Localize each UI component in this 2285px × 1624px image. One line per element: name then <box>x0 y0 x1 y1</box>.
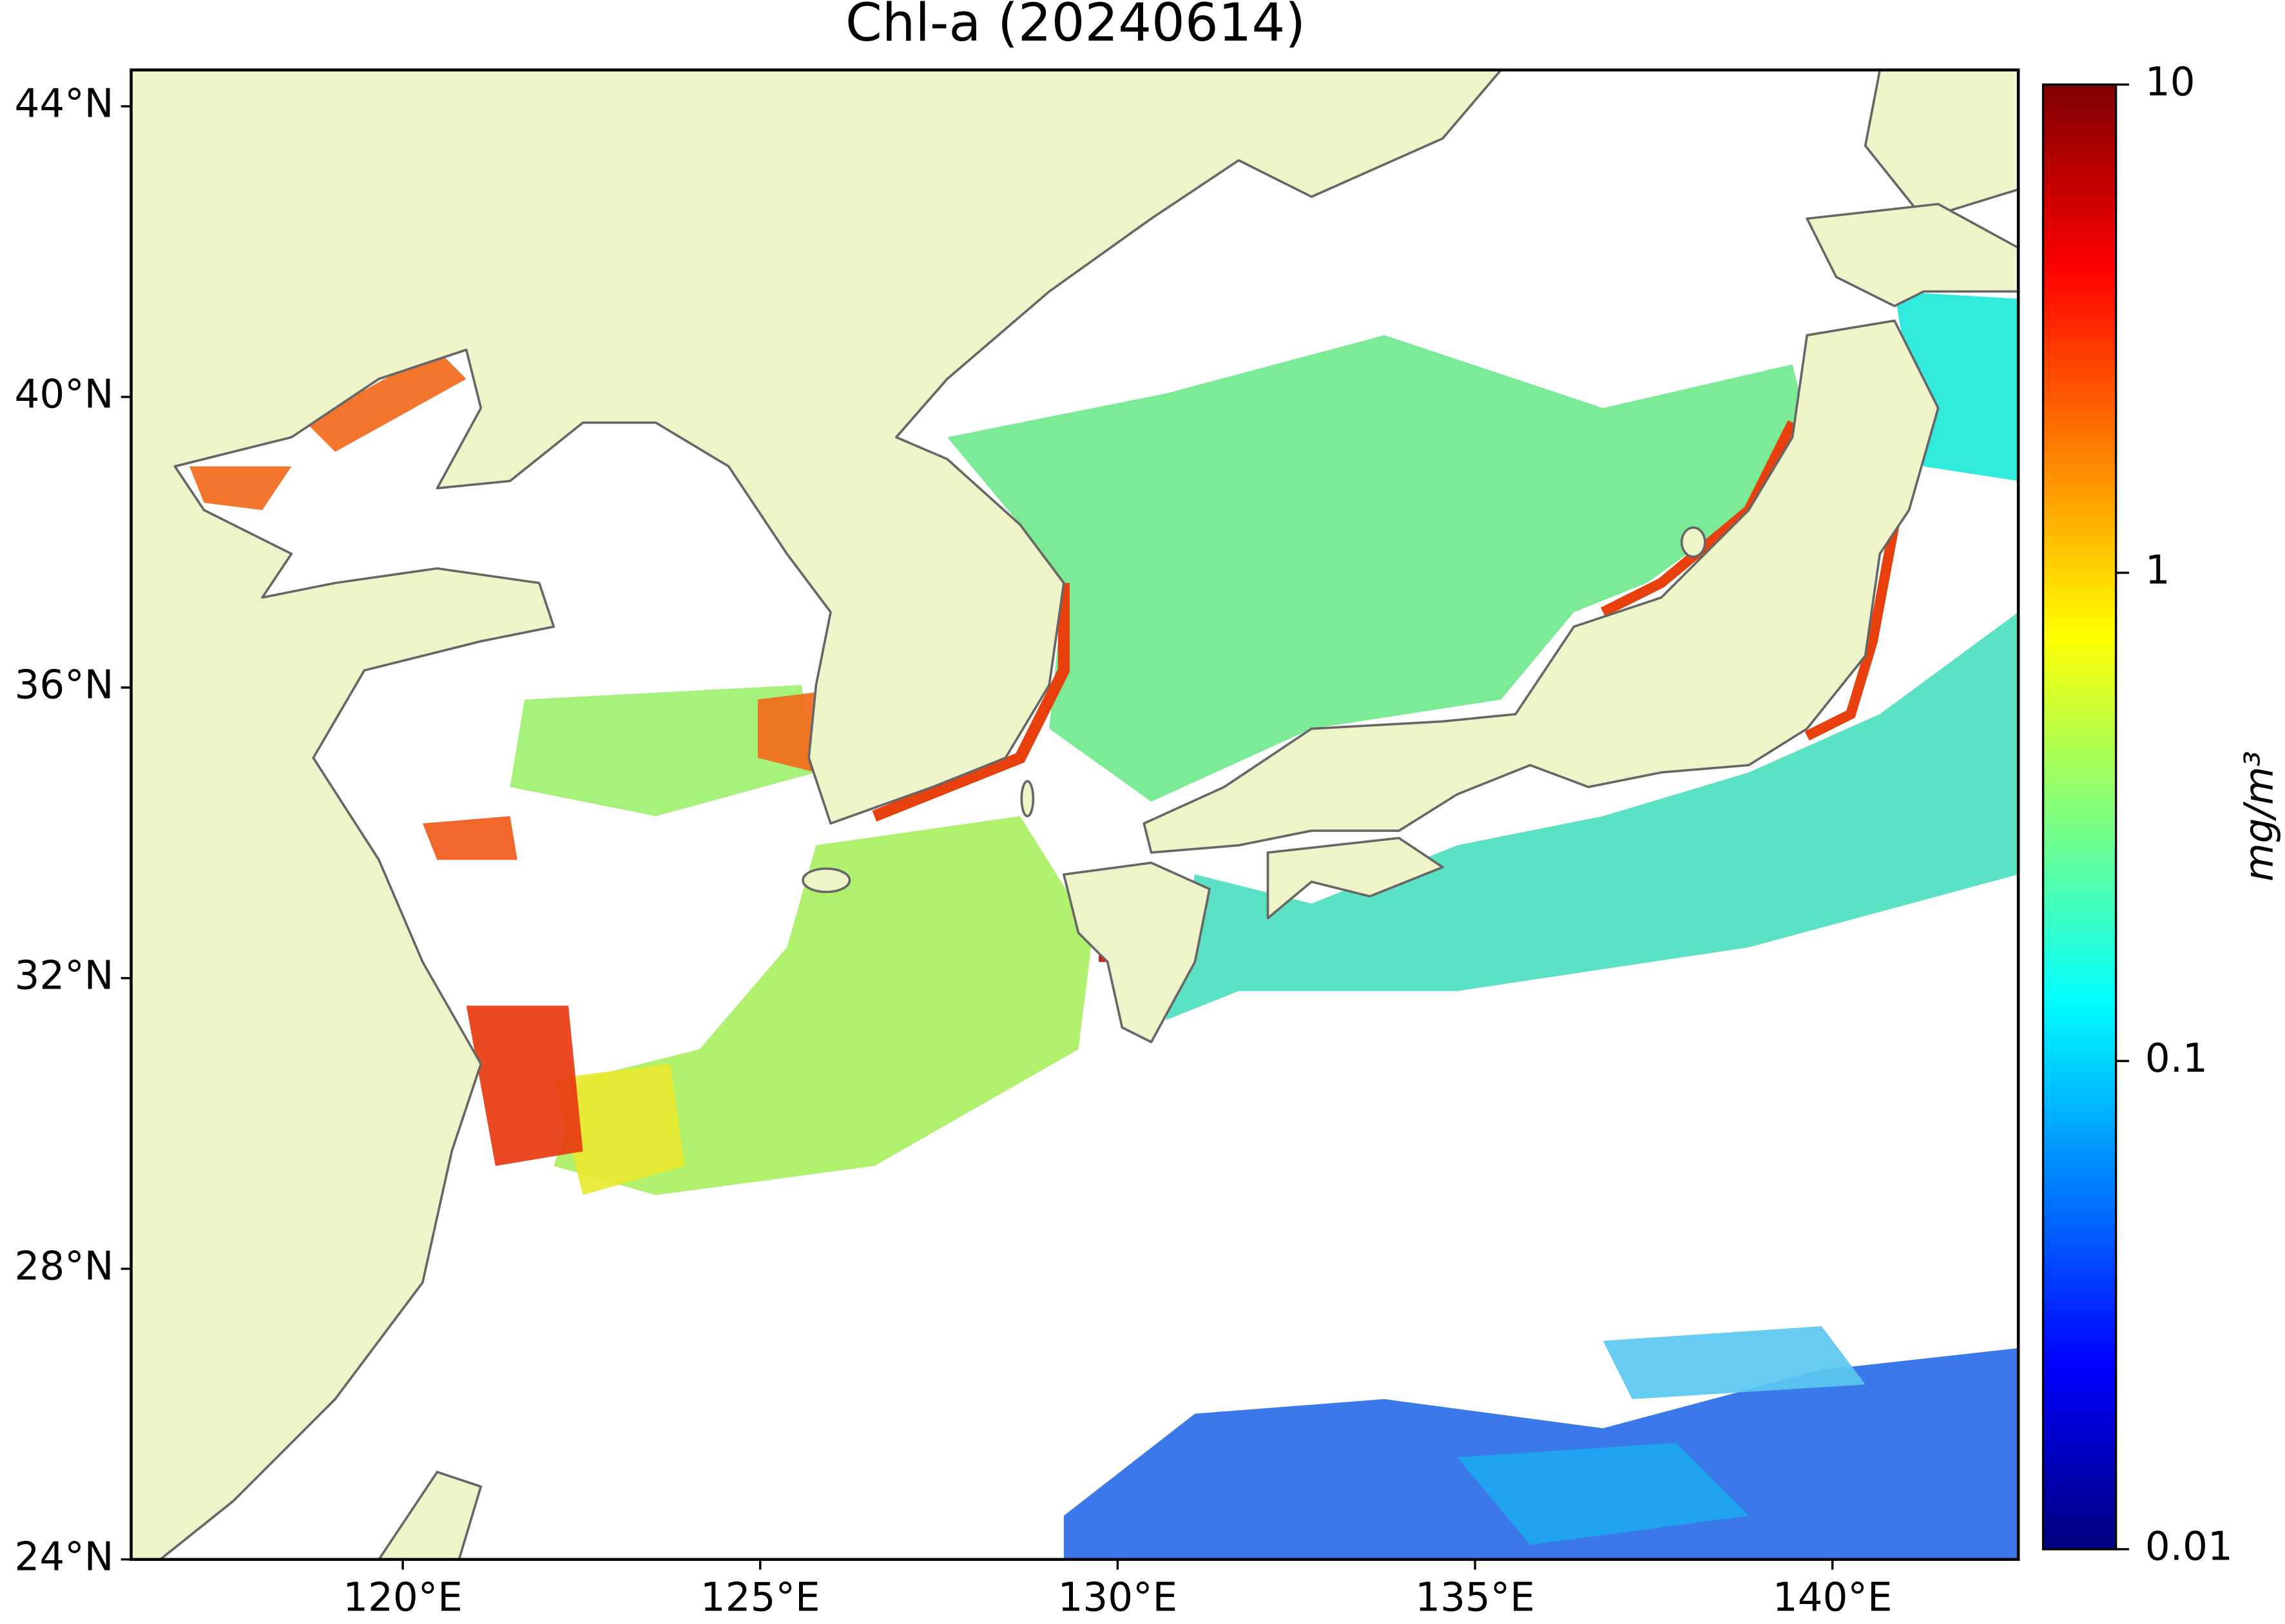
colorbar-tick-label: 0.01 <box>2145 1524 2233 1570</box>
chl-imagery <box>1166 612 2019 1021</box>
land-shikoku <box>1266 836 1444 920</box>
land-asia <box>131 70 1503 1560</box>
land-tsushima <box>1020 780 1035 818</box>
x-tick-label: 140°E <box>1773 1575 1893 1621</box>
chl-imagery <box>510 684 816 817</box>
chl-imagery <box>1603 1326 1866 1400</box>
x-tick-label: 125°E <box>700 1575 820 1621</box>
y-tick-label: 44°N <box>15 81 114 127</box>
land-taiwan <box>378 1471 483 1560</box>
map-area <box>131 70 2019 1560</box>
colorbar-label: mg/m³ <box>2236 751 2282 882</box>
chl-imagery <box>305 349 467 452</box>
chl-imagery <box>1457 1442 1749 1545</box>
land-honshu <box>1142 319 1940 854</box>
colorbar-tick-label: 0.1 <box>2145 1036 2208 1081</box>
y-tick-label: 36°N <box>15 662 114 708</box>
colorbar <box>2041 83 2117 1551</box>
land-hokkaido <box>1806 202 2019 307</box>
y-tick-label: 28°N <box>15 1243 114 1289</box>
map-title: Chl-a (20240614) <box>845 0 1306 53</box>
chl-imagery <box>757 692 816 773</box>
y-tick-label: 32°N <box>15 952 114 998</box>
chl-imagery <box>466 1005 583 1166</box>
chl-imagery <box>947 335 1808 802</box>
chl-imagery <box>554 1063 685 1195</box>
x-tick-label: 135°E <box>1415 1575 1535 1621</box>
y-tick-label: 24°N <box>15 1534 114 1580</box>
colorbar-tick-label: 10 <box>2145 59 2195 105</box>
coastal-bloom <box>872 583 1070 822</box>
chl-imagery <box>189 466 292 510</box>
map-frame <box>130 68 2020 1561</box>
land-kyushu <box>1063 862 1211 1043</box>
chl-imagery <box>422 816 517 860</box>
land-jeju <box>802 867 851 893</box>
coastal-bloom <box>1804 523 1900 741</box>
chl-imagery <box>554 816 1094 1195</box>
x-tick-label: 120°E <box>343 1575 463 1621</box>
land-sakhalin <box>1864 70 2019 220</box>
x-tick-label: 130°E <box>1058 1575 1178 1621</box>
colorbar-tick-label: 1 <box>2145 547 2170 593</box>
land-sado <box>1680 526 1706 558</box>
y-tick-label: 40°N <box>15 372 114 418</box>
